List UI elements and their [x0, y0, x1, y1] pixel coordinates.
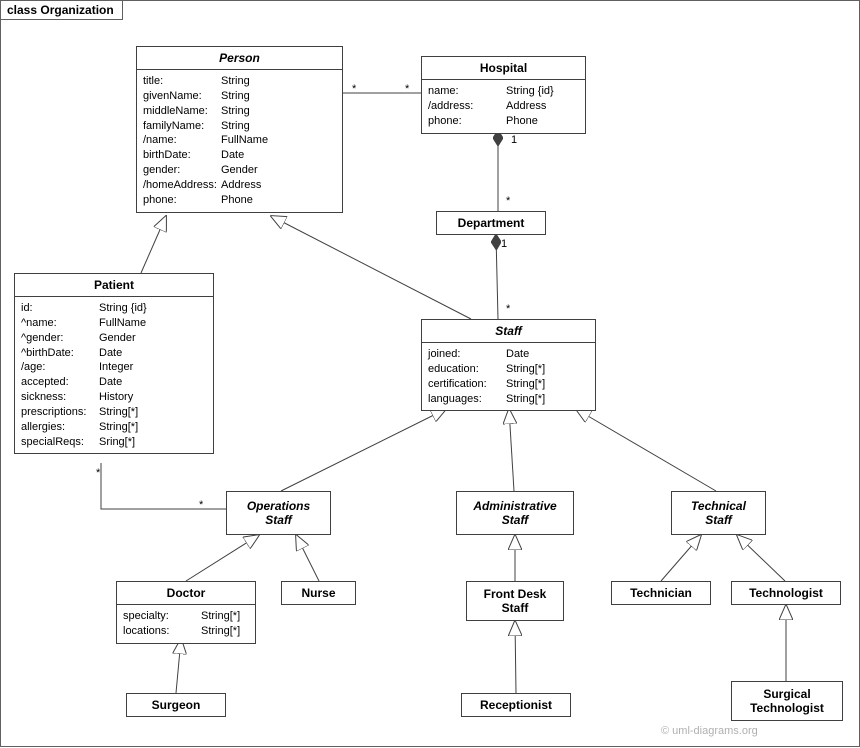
- multiplicity-label: *: [405, 83, 409, 95]
- class-hospital: Hospitalname:String {id}/address:Address…: [421, 56, 586, 134]
- edge-gen: [509, 409, 514, 491]
- attribute-row: gender:Gender: [143, 163, 336, 178]
- class-technologist: Technologist: [731, 581, 841, 605]
- edge-gen: [186, 535, 259, 581]
- attribute-row: languages:String[*]: [428, 392, 589, 407]
- class-title: Nurse: [282, 582, 355, 604]
- attribute-row: familyName:String: [143, 119, 336, 134]
- attribute-row: specialReqs:Sring[*]: [21, 435, 207, 450]
- attribute-row: ^name:FullName: [21, 316, 207, 331]
- class-doctor: Doctorspecialty:String[*]locations:Strin…: [116, 581, 256, 644]
- class-ops: OperationsStaff: [226, 491, 331, 535]
- edge-gen: [296, 535, 319, 581]
- attribute-row: /address:Address: [428, 99, 579, 114]
- edge-gen: [281, 409, 446, 491]
- class-receptionist: Receptionist: [461, 693, 571, 717]
- class-attributes: joined:Dateeducation:String[*]certificat…: [422, 343, 595, 410]
- multiplicity-label: *: [506, 303, 510, 315]
- edge-gen: [576, 409, 716, 491]
- attribute-row: accepted:Date: [21, 375, 207, 390]
- frame-label: class Organization: [1, 1, 123, 20]
- attribute-row: education:String[*]: [428, 362, 589, 377]
- attribute-row: ^birthDate:Date: [21, 346, 207, 361]
- edge-gen: [141, 216, 166, 273]
- class-title: AdministrativeStaff: [457, 492, 573, 534]
- class-staff: Staffjoined:Dateeducation:String[*]certi…: [421, 319, 596, 411]
- class-title: Technician: [612, 582, 710, 604]
- class-attributes: specialty:String[*]locations:String[*]: [117, 605, 255, 643]
- attribute-row: givenName:String: [143, 89, 336, 104]
- edge-comp: [496, 235, 498, 319]
- attribute-row: id:String {id}: [21, 301, 207, 316]
- class-title: TechnicalStaff: [672, 492, 765, 534]
- attribute-row: prescriptions:String[*]: [21, 405, 207, 420]
- class-title: Patient: [15, 274, 213, 297]
- class-department: Department: [436, 211, 546, 235]
- multiplicity-label: *: [352, 83, 356, 95]
- attribute-row: phone:Phone: [428, 114, 579, 129]
- attribute-row: title:String: [143, 74, 336, 89]
- class-attributes: name:String {id}/address:Addressphone:Ph…: [422, 80, 585, 133]
- attribute-row: /homeAddress:Address: [143, 178, 336, 193]
- multiplicity-label: *: [506, 195, 510, 207]
- attribute-row: certification:String[*]: [428, 377, 589, 392]
- class-surgeon: Surgeon: [126, 693, 226, 717]
- class-title: Staff: [422, 320, 595, 343]
- attribute-row: sickness:History: [21, 390, 207, 405]
- class-patient: Patientid:String {id}^name:FullName^gend…: [14, 273, 214, 454]
- class-title: OperationsStaff: [227, 492, 330, 534]
- class-surgTechnologist: SurgicalTechnologist: [731, 681, 843, 721]
- attribute-row: birthDate:Date: [143, 148, 336, 163]
- edge-gen: [515, 621, 516, 693]
- class-title: Front DeskStaff: [467, 582, 563, 620]
- class-title: Technologist: [732, 582, 840, 604]
- class-frontdesk: Front DeskStaff: [466, 581, 564, 621]
- attribute-row: /name:FullName: [143, 133, 336, 148]
- attribute-row: allergies:String[*]: [21, 420, 207, 435]
- class-person: Persontitle:StringgivenName:Stringmiddle…: [136, 46, 343, 213]
- class-title: Surgeon: [127, 694, 225, 716]
- attribute-row: locations:String[*]: [123, 624, 249, 639]
- class-title: Receptionist: [462, 694, 570, 716]
- class-title: Doctor: [117, 582, 255, 605]
- multiplicity-label: *: [199, 499, 203, 511]
- class-title: Department: [437, 212, 545, 234]
- uml-frame: class Organization Persontitle:Stringgiv…: [0, 0, 860, 747]
- multiplicity-label: 1: [511, 134, 517, 146]
- edge-gen: [176, 639, 181, 693]
- edge-gen: [661, 535, 701, 581]
- attribute-row: specialty:String[*]: [123, 609, 249, 624]
- class-attributes: id:String {id}^name:FullName^gender:Gend…: [15, 297, 213, 453]
- class-tech: TechnicalStaff: [671, 491, 766, 535]
- class-title: Hospital: [422, 57, 585, 80]
- watermark: © uml-diagrams.org: [661, 725, 758, 737]
- edge-assoc: [101, 463, 226, 509]
- attribute-row: joined:Date: [428, 347, 589, 362]
- class-admin: AdministrativeStaff: [456, 491, 574, 535]
- class-attributes: title:StringgivenName:StringmiddleName:S…: [137, 70, 342, 212]
- edge-gen: [737, 535, 785, 581]
- attribute-row: /age:Integer: [21, 360, 207, 375]
- class-title: Person: [137, 47, 342, 70]
- class-nurse: Nurse: [281, 581, 356, 605]
- attribute-row: middleName:String: [143, 104, 336, 119]
- attribute-row: phone:Phone: [143, 193, 336, 208]
- multiplicity-label: *: [96, 467, 100, 479]
- attribute-row: name:String {id}: [428, 84, 579, 99]
- class-technician: Technician: [611, 581, 711, 605]
- multiplicity-label: 1: [501, 238, 507, 250]
- class-title: SurgicalTechnologist: [732, 682, 842, 720]
- attribute-row: ^gender:Gender: [21, 331, 207, 346]
